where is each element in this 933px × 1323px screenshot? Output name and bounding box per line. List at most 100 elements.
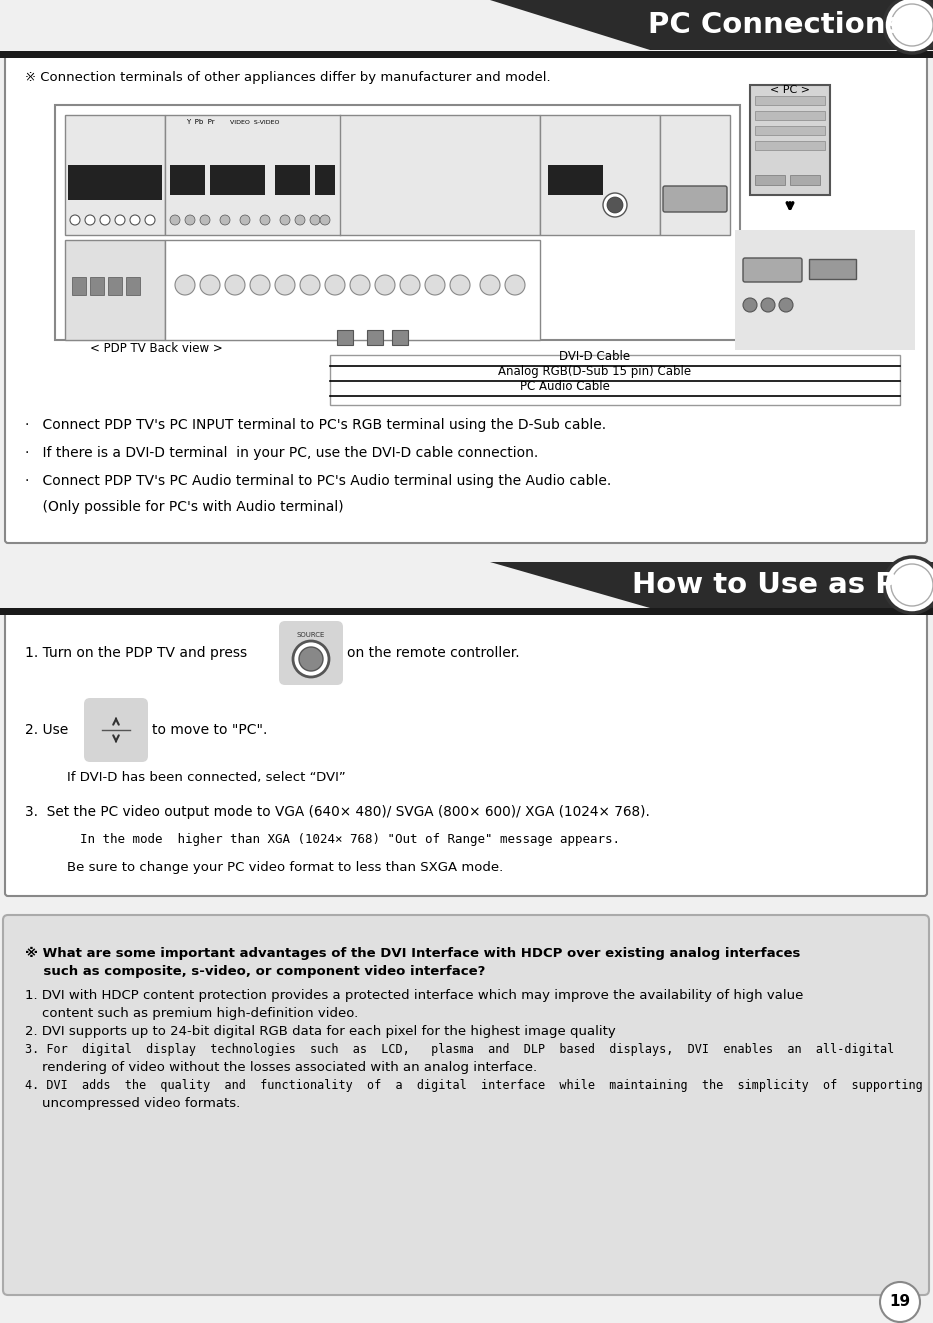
Circle shape	[70, 216, 80, 225]
FancyBboxPatch shape	[660, 115, 730, 235]
Text: ※ Connection terminals of other appliances differ by manufacturer and model.: ※ Connection terminals of other applianc…	[25, 71, 550, 85]
Circle shape	[275, 275, 295, 295]
FancyBboxPatch shape	[3, 916, 929, 1295]
Circle shape	[350, 275, 370, 295]
Circle shape	[225, 275, 245, 295]
Text: Y  Pb  Pr: Y Pb Pr	[186, 119, 215, 124]
Circle shape	[425, 275, 445, 295]
FancyBboxPatch shape	[337, 329, 353, 345]
FancyBboxPatch shape	[210, 165, 265, 194]
Text: 3. For  digital  display  technologies  such  as  LCD,   plasma  and  DLP  based: 3. For digital display technologies such…	[25, 1043, 894, 1056]
FancyBboxPatch shape	[809, 259, 856, 279]
Circle shape	[185, 216, 195, 225]
FancyBboxPatch shape	[392, 329, 408, 345]
FancyBboxPatch shape	[108, 277, 122, 295]
Text: ·   Connect PDP TV's PC INPUT terminal to PC's RGB terminal using the D-Sub cabl: · Connect PDP TV's PC INPUT terminal to …	[25, 418, 606, 433]
Text: ·   If there is a DVI-D terminal  in your PC, use the DVI-D cable connection.: · If there is a DVI-D terminal in your P…	[25, 446, 538, 460]
FancyBboxPatch shape	[367, 329, 383, 345]
FancyBboxPatch shape	[750, 85, 830, 194]
Circle shape	[260, 216, 270, 225]
FancyBboxPatch shape	[755, 126, 825, 135]
Circle shape	[325, 275, 345, 295]
Circle shape	[603, 193, 627, 217]
Circle shape	[220, 216, 230, 225]
Circle shape	[200, 216, 210, 225]
Circle shape	[310, 216, 320, 225]
Text: 3.  Set the PC video output mode to VGA (640× 480)/ SVGA (800× 600)/ XGA (1024× : 3. Set the PC video output mode to VGA (…	[25, 804, 650, 819]
Circle shape	[130, 216, 140, 225]
Circle shape	[743, 298, 757, 312]
Circle shape	[170, 216, 180, 225]
FancyBboxPatch shape	[165, 115, 540, 235]
Text: DVI-D Cable: DVI-D Cable	[560, 351, 631, 363]
FancyBboxPatch shape	[755, 175, 785, 185]
Text: < PC >: < PC >	[770, 85, 810, 95]
Text: 2. DVI supports up to 24-bit digital RGB data for each pixel for the highest ima: 2. DVI supports up to 24-bit digital RGB…	[25, 1024, 616, 1037]
Circle shape	[375, 275, 395, 295]
Text: In the mode  higher than XGA (1024× 768) "Out of Range" message appears.: In the mode higher than XGA (1024× 768) …	[50, 833, 620, 847]
Circle shape	[607, 197, 623, 213]
Circle shape	[145, 216, 155, 225]
FancyBboxPatch shape	[755, 97, 825, 105]
Polygon shape	[490, 562, 933, 609]
FancyBboxPatch shape	[755, 142, 825, 149]
FancyBboxPatch shape	[0, 609, 933, 615]
Text: 4. DVI  adds  the  quality  and  functionality  of  a  digital  interface  while: 4. DVI adds the quality and functionalit…	[25, 1078, 923, 1091]
FancyBboxPatch shape	[315, 165, 335, 194]
Circle shape	[450, 275, 470, 295]
Circle shape	[85, 216, 95, 225]
Text: ※ What are some important advantages of the DVI Interface with HDCP over existin: ※ What are some important advantages of …	[25, 946, 801, 959]
Text: content such as premium high-definition video.: content such as premium high-definition …	[25, 1007, 358, 1020]
Text: VIDEO  S-VIDEO: VIDEO S-VIDEO	[230, 119, 280, 124]
FancyBboxPatch shape	[72, 277, 86, 295]
Text: such as composite, s-video, or component video interface?: such as composite, s-video, or component…	[25, 964, 485, 978]
Text: Be sure to change your PC video format to less than SXGA mode.: Be sure to change your PC video format t…	[50, 861, 503, 875]
FancyBboxPatch shape	[170, 165, 205, 194]
Circle shape	[779, 298, 793, 312]
Circle shape	[880, 1282, 920, 1322]
FancyBboxPatch shape	[165, 239, 540, 340]
FancyBboxPatch shape	[275, 165, 310, 194]
Circle shape	[299, 647, 323, 671]
FancyBboxPatch shape	[65, 239, 165, 340]
FancyBboxPatch shape	[743, 258, 802, 282]
FancyBboxPatch shape	[279, 620, 343, 685]
FancyBboxPatch shape	[548, 165, 603, 194]
Circle shape	[480, 275, 500, 295]
FancyBboxPatch shape	[68, 165, 162, 200]
Text: uncompressed video formats.: uncompressed video formats.	[25, 1097, 241, 1110]
Text: SOURCE: SOURCE	[297, 632, 326, 638]
Circle shape	[400, 275, 420, 295]
Text: Analog RGB(D-Sub 15 pin) Cable: Analog RGB(D-Sub 15 pin) Cable	[498, 365, 691, 378]
FancyBboxPatch shape	[790, 175, 820, 185]
Circle shape	[300, 275, 320, 295]
Text: If DVI-D has been connected, select “DVI”: If DVI-D has been connected, select “DVI…	[50, 771, 346, 785]
Text: < PDP TV Back view >: < PDP TV Back view >	[90, 341, 223, 355]
Text: (Only possible for PC's with Audio terminal): (Only possible for PC's with Audio termi…	[25, 500, 343, 515]
FancyBboxPatch shape	[330, 355, 900, 405]
Circle shape	[293, 642, 329, 677]
Polygon shape	[490, 0, 933, 50]
Text: 1. Turn on the PDP TV and press: 1. Turn on the PDP TV and press	[25, 646, 247, 660]
Text: PC Audio Cable: PC Audio Cable	[520, 380, 610, 393]
Circle shape	[884, 557, 933, 613]
Circle shape	[891, 564, 933, 606]
FancyBboxPatch shape	[755, 111, 825, 120]
Circle shape	[115, 216, 125, 225]
Text: PC Connections: PC Connections	[648, 11, 902, 38]
FancyBboxPatch shape	[90, 277, 104, 295]
FancyBboxPatch shape	[735, 230, 915, 351]
FancyBboxPatch shape	[5, 613, 927, 896]
FancyBboxPatch shape	[540, 115, 660, 235]
Circle shape	[200, 275, 220, 295]
Circle shape	[505, 275, 525, 295]
Circle shape	[884, 0, 933, 53]
FancyBboxPatch shape	[5, 56, 927, 542]
Circle shape	[295, 216, 305, 225]
FancyBboxPatch shape	[0, 52, 933, 58]
FancyBboxPatch shape	[663, 187, 727, 212]
Text: 2. Use: 2. Use	[25, 722, 68, 737]
Circle shape	[280, 216, 290, 225]
Circle shape	[240, 216, 250, 225]
FancyBboxPatch shape	[65, 115, 165, 235]
